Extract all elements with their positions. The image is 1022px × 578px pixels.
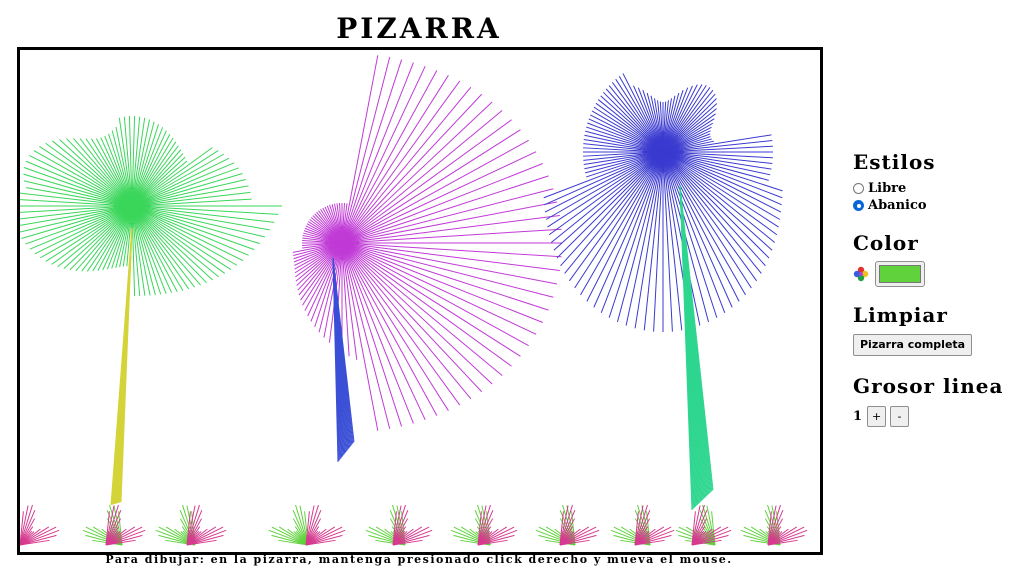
green-fan <box>20 116 282 297</box>
styles-section: Estilos Libre Abanico <box>853 150 1018 214</box>
color-heading: Color <box>853 231 919 255</box>
grass-fan <box>767 504 808 546</box>
style-option-label: Abanico <box>868 198 927 213</box>
style-option-label: Libre <box>868 181 907 196</box>
thickness-section: Grosor linea 1 + - <box>853 374 1018 427</box>
blue-fan <box>543 73 783 332</box>
clear-heading: Limpiar <box>853 303 948 327</box>
thickness-plus-button[interactable]: + <box>867 405 887 427</box>
styles-heading: Estilos <box>853 150 936 174</box>
grass-fan <box>477 504 518 546</box>
instructions-text: Para dibujar: en la pizarra, mantenga pr… <box>105 553 733 566</box>
color-wheel-icon <box>853 266 869 282</box>
radio-abanico[interactable] <box>853 200 864 211</box>
clear-board-button[interactable]: Pizarra completa <box>853 333 973 356</box>
page-title: PIZARRA <box>336 12 502 45</box>
color-picker[interactable] <box>875 261 925 287</box>
radio-libre[interactable] <box>853 183 864 194</box>
drawing-board[interactable] <box>17 47 823 555</box>
clear-section: Limpiar Pizarra completa <box>853 303 1018 356</box>
color-section: Color <box>853 231 1018 287</box>
drawing-canvas[interactable] <box>20 50 820 552</box>
grass-fan <box>105 504 146 546</box>
style-option-libre[interactable]: Libre <box>853 180 1018 197</box>
yellow-stem <box>110 227 133 506</box>
color-swatch <box>879 265 921 283</box>
grass-fan <box>186 504 227 546</box>
grass-fan <box>20 504 60 546</box>
thickness-value: 1 <box>853 408 863 424</box>
thickness-minus-button[interactable]: - <box>890 405 910 427</box>
grass-fan <box>634 504 675 546</box>
magenta-fan <box>292 55 562 431</box>
grass-fan <box>559 504 600 546</box>
teal-stem <box>679 185 714 511</box>
thickness-heading: Grosor linea <box>853 373 1004 398</box>
grass-fan <box>268 504 309 546</box>
sidebar: Estilos Libre Abanico Color <box>853 150 1018 427</box>
grass-fan <box>691 504 732 546</box>
blue-stem <box>332 257 355 463</box>
grass-fan <box>305 504 346 546</box>
style-option-abanico[interactable]: Abanico <box>853 197 1018 214</box>
grass-fan <box>392 504 433 546</box>
